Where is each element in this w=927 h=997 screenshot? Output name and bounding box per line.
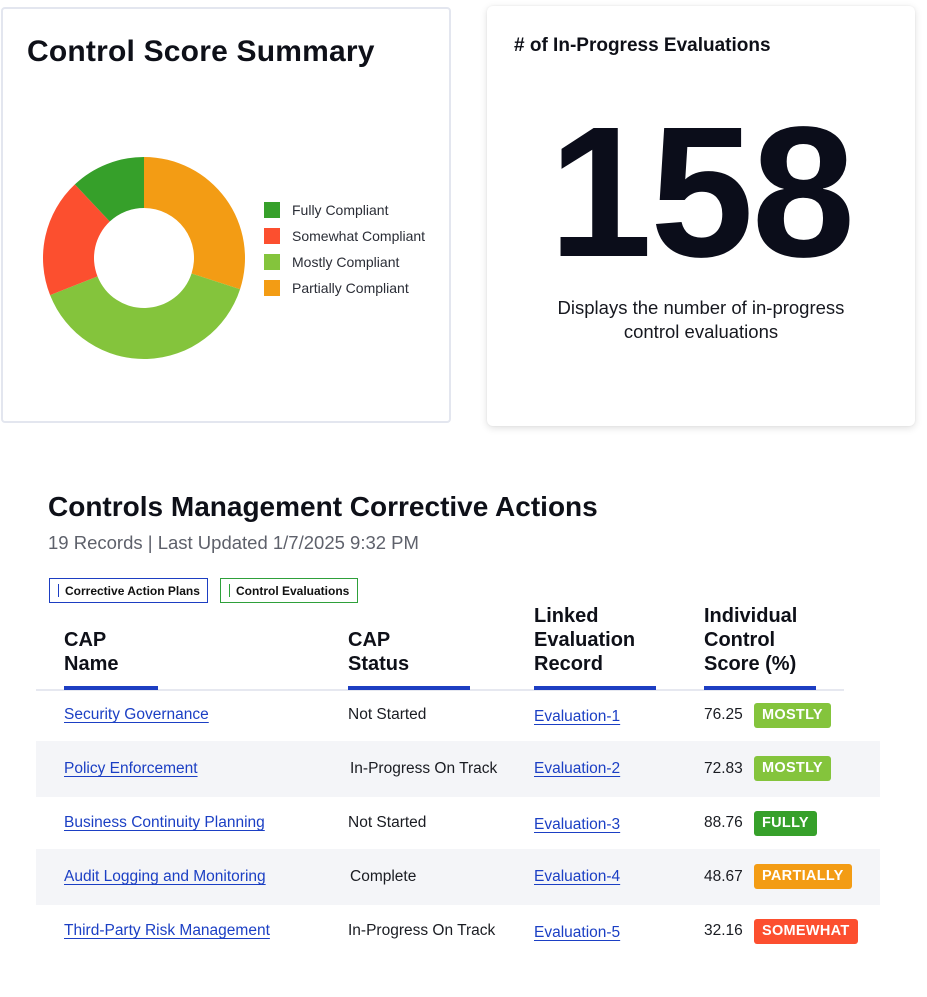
header-line: Individual [704, 605, 798, 627]
header-underline [348, 686, 470, 690]
header-line: Name [64, 653, 119, 675]
header-divider [36, 689, 844, 691]
header-line: Status [348, 653, 410, 675]
donut-slice-partially-compliant[interactable] [144, 157, 245, 290]
evaluation-record-link[interactable]: Evaluation-4 [534, 868, 621, 885]
score-value: 48.67 [704, 868, 743, 885]
table-row: Policy Enforcement In-Progress On Track … [36, 741, 880, 797]
kpi-value: 158 [548, 89, 855, 296]
column-header-cap-status[interactable]: CAP Status [348, 628, 409, 676]
legend-item-somewhat[interactable]: Somewhat Compliant [264, 223, 425, 249]
legend-label: Mostly Compliant [292, 254, 400, 270]
cap-status: In-Progress On Track [348, 922, 496, 939]
table-row: Third-Party Risk Management In-Progress … [36, 905, 880, 959]
score-badge: FULLY [754, 811, 817, 836]
table-row: Audit Logging and Monitoring Complete Ev… [36, 849, 880, 905]
legend-swatch-somewhat [264, 228, 280, 244]
cap-name-link[interactable]: Audit Logging and Monitoring [64, 868, 266, 885]
legend-item-fully[interactable]: Fully Compliant [264, 197, 425, 223]
table-row: Security Governance Not Started Evaluati… [36, 689, 880, 743]
legend-swatch-fully [264, 202, 280, 218]
header-line: Linked [534, 605, 599, 627]
column-header-linked-record[interactable]: Linked Evaluation Record [534, 604, 635, 676]
donut-slice-mostly-compliant[interactable] [50, 273, 241, 359]
kpi-description-line-2: control evaluations [623, 321, 779, 342]
cap-name-link[interactable]: Business Continuity Planning [64, 814, 265, 831]
header-line: CAP [64, 629, 107, 651]
legend-label: Partially Compliant [292, 280, 409, 296]
legend-item-partially[interactable]: Partially Compliant [264, 275, 425, 301]
header-underline [704, 686, 816, 690]
score-value: 72.83 [704, 760, 743, 777]
cap-name-link[interactable]: Security Governance [64, 706, 209, 723]
tab-marker [229, 584, 230, 597]
cap-name-link[interactable]: Policy Enforcement [64, 760, 198, 777]
tab-control-evaluations[interactable]: Control Evaluations [220, 578, 358, 603]
control-score-summary-card: Control Score Summary Fully Compliant So… [1, 7, 451, 423]
chart-legend: Fully Compliant Somewhat Compliant Mostl… [264, 197, 425, 301]
table-row: Business Continuity Planning Not Started… [36, 797, 880, 851]
header-line: Control [704, 629, 776, 651]
kpi-title: # of In-Progress Evaluations [514, 35, 771, 56]
in-progress-evaluations-card: # of In-Progress Evaluations 158 Display… [487, 6, 915, 426]
score-badge: PARTIALLY [754, 864, 852, 889]
donut-chart [43, 157, 245, 359]
cap-status: Complete [350, 868, 417, 885]
header-line: Evaluation [534, 629, 636, 651]
legend-swatch-partially [264, 280, 280, 296]
donut-slice-somewhat-compliant[interactable] [43, 184, 110, 296]
cap-status: Not Started [348, 706, 427, 723]
column-header-cap-name[interactable]: CAP Name [64, 628, 118, 676]
summary-title: Control Score Summary [27, 35, 375, 68]
evaluation-record-link[interactable]: Evaluation-1 [534, 708, 621, 725]
header-underline [64, 686, 158, 690]
tab-corrective-action-plans[interactable]: Corrective Action Plans [49, 578, 208, 603]
section-subtitle: 19 Records | Last Updated 1/7/2025 9:32 … [48, 532, 419, 553]
donut-slice-fully-compliant[interactable] [74, 157, 144, 222]
score-value: 32.16 [704, 922, 743, 939]
column-header-score[interactable]: Individual Control Score (%) [704, 604, 797, 676]
cap-status: In-Progress On Track [350, 760, 498, 777]
score-badge: MOSTLY [754, 703, 831, 728]
evaluation-record-link[interactable]: Evaluation-3 [534, 816, 621, 833]
score-badge: SOMEWHAT [754, 919, 858, 944]
header-line: CAP [348, 629, 391, 651]
kpi-description-line-1: Displays the number of in-progress [557, 297, 845, 318]
cap-name-link[interactable]: Third-Party Risk Management [64, 922, 270, 939]
header-underline [534, 686, 656, 690]
score-value: 76.25 [704, 706, 743, 723]
score-value: 88.76 [704, 814, 743, 831]
header-line: Record [534, 653, 603, 675]
kpi-description: Displays the number of in-progress contr… [511, 296, 891, 344]
tab-label: Corrective Action Plans [65, 583, 200, 598]
cap-status: Not Started [348, 814, 427, 831]
score-badge: MOSTLY [754, 756, 831, 781]
section-title: Controls Management Corrective Actions [48, 491, 598, 522]
evaluation-record-link[interactable]: Evaluation-5 [534, 924, 621, 941]
legend-label: Fully Compliant [292, 202, 389, 218]
tab-marker [58, 584, 59, 597]
tab-label: Control Evaluations [236, 583, 350, 598]
evaluation-record-link[interactable]: Evaluation-2 [534, 760, 621, 777]
legend-item-mostly[interactable]: Mostly Compliant [264, 249, 425, 275]
legend-swatch-mostly [264, 254, 280, 270]
header-line: Score (%) [704, 653, 797, 675]
legend-label: Somewhat Compliant [292, 228, 426, 244]
